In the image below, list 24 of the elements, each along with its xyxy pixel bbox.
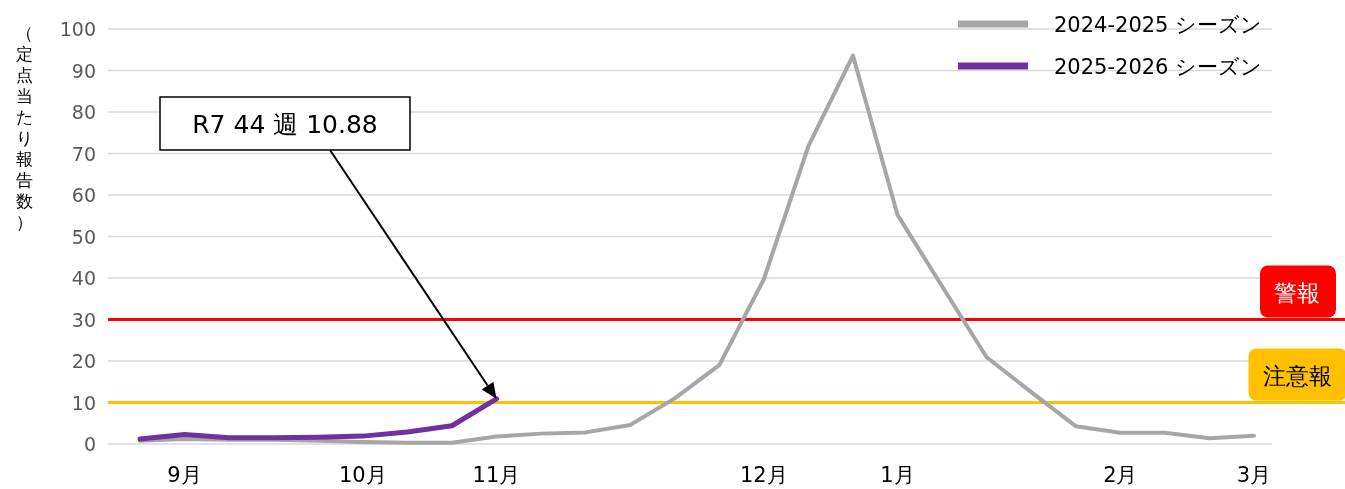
y-tick-label: 10 [71, 391, 96, 414]
y-tick-label: 100 [59, 18, 96, 40]
legend-label: 2024-2025 シーズン [1054, 13, 1263, 37]
y-tick-label: 50 [71, 225, 96, 248]
ref-line-label: 警報 [1274, 279, 1320, 306]
y-tick-label: 20 [71, 350, 96, 372]
y-tick-label: 40 [71, 267, 96, 289]
x-tick-label: 9月 [167, 463, 202, 487]
text: （定点当たり報告数） [15, 23, 33, 232]
legend-label: 2025-2026 シーズン [1054, 55, 1263, 79]
y-tick-label: 30 [71, 308, 96, 331]
x-tick-label: 3月 [1236, 463, 1272, 487]
x-tick-label: 10月 [338, 463, 387, 487]
ref-line-label: 注意報 [1262, 362, 1332, 389]
x-tick-label: 2月 [1103, 463, 1138, 487]
x-tick-label: 12月 [739, 463, 788, 487]
y-tick-label: 0 [83, 433, 96, 455]
y-tick-label: 90 [71, 59, 96, 82]
y-tick-label: 60 [71, 184, 96, 206]
y-tick-label: 80 [71, 101, 96, 123]
y-tick-label: 70 [71, 142, 96, 165]
x-tick-label: 11月 [472, 463, 521, 487]
x-tick-label: 1月 [880, 463, 915, 487]
annotation: R7 44 週 10.88 [192, 110, 378, 139]
